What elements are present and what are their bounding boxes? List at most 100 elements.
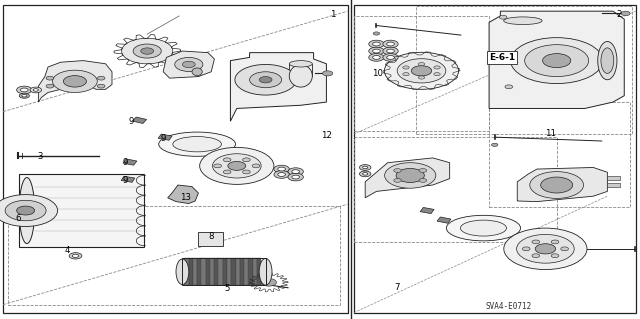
Circle shape	[492, 143, 498, 146]
Circle shape	[33, 89, 38, 91]
Circle shape	[499, 15, 507, 19]
Circle shape	[372, 49, 380, 53]
Circle shape	[387, 42, 394, 46]
Circle shape	[385, 52, 459, 89]
Circle shape	[46, 84, 54, 88]
Polygon shape	[420, 207, 434, 214]
Circle shape	[252, 164, 260, 168]
Polygon shape	[223, 258, 227, 285]
Circle shape	[0, 195, 58, 226]
Circle shape	[69, 253, 82, 259]
Ellipse shape	[446, 215, 520, 241]
Circle shape	[385, 163, 436, 188]
Circle shape	[200, 147, 274, 184]
Circle shape	[412, 66, 432, 76]
Bar	[8, 206, 340, 305]
Circle shape	[369, 54, 384, 61]
Circle shape	[387, 56, 394, 59]
Circle shape	[250, 72, 282, 88]
Text: 11: 11	[545, 130, 556, 138]
Circle shape	[223, 170, 231, 174]
Bar	[354, 137, 557, 242]
Polygon shape	[257, 258, 261, 285]
Circle shape	[292, 170, 300, 174]
Circle shape	[17, 206, 35, 215]
Circle shape	[360, 171, 371, 177]
Circle shape	[363, 166, 368, 169]
Circle shape	[259, 77, 272, 83]
Polygon shape	[244, 258, 248, 285]
Circle shape	[522, 247, 530, 251]
Circle shape	[504, 228, 587, 270]
Ellipse shape	[601, 48, 614, 73]
Circle shape	[72, 254, 79, 257]
Circle shape	[274, 165, 289, 173]
Circle shape	[278, 167, 285, 171]
Polygon shape	[38, 61, 112, 102]
Circle shape	[261, 278, 276, 286]
Bar	[182, 258, 266, 285]
Circle shape	[235, 64, 296, 95]
Text: 9: 9	[161, 134, 166, 143]
Text: 9: 9	[122, 158, 127, 167]
Circle shape	[419, 63, 425, 66]
Circle shape	[278, 173, 285, 176]
Circle shape	[373, 32, 380, 35]
Ellipse shape	[173, 137, 221, 152]
Text: 6: 6	[15, 214, 20, 223]
Bar	[354, 16, 489, 131]
Bar	[607, 176, 620, 180]
Circle shape	[551, 254, 559, 258]
Circle shape	[369, 40, 384, 48]
Ellipse shape	[192, 68, 202, 76]
Polygon shape	[240, 258, 244, 285]
Polygon shape	[218, 258, 223, 285]
Text: 12: 12	[321, 131, 332, 140]
Circle shape	[5, 200, 46, 221]
Text: 5: 5	[225, 284, 230, 293]
Polygon shape	[193, 258, 197, 285]
Polygon shape	[197, 258, 202, 285]
Circle shape	[505, 85, 513, 89]
Polygon shape	[253, 258, 257, 285]
Circle shape	[243, 170, 250, 174]
Circle shape	[383, 40, 398, 48]
Text: 13: 13	[180, 193, 191, 202]
Circle shape	[97, 84, 105, 88]
Circle shape	[369, 47, 384, 55]
Circle shape	[511, 38, 603, 84]
Bar	[3, 5, 348, 313]
Text: 8: 8	[209, 232, 214, 241]
Circle shape	[532, 240, 540, 244]
Circle shape	[323, 71, 333, 76]
Circle shape	[292, 175, 300, 179]
Polygon shape	[163, 51, 214, 78]
Ellipse shape	[159, 132, 236, 156]
Circle shape	[212, 154, 261, 178]
Circle shape	[387, 49, 394, 53]
Polygon shape	[489, 11, 624, 108]
Circle shape	[17, 86, 32, 94]
Circle shape	[403, 73, 409, 76]
Circle shape	[516, 234, 574, 263]
Ellipse shape	[460, 220, 506, 236]
Circle shape	[46, 76, 54, 80]
Circle shape	[363, 173, 368, 175]
Bar	[607, 183, 620, 187]
Circle shape	[551, 240, 559, 244]
Circle shape	[20, 88, 28, 92]
Ellipse shape	[19, 177, 35, 244]
Polygon shape	[517, 167, 607, 202]
Circle shape	[419, 168, 427, 172]
Polygon shape	[437, 217, 451, 223]
Circle shape	[383, 47, 398, 55]
Polygon shape	[168, 185, 198, 204]
Text: 4: 4	[65, 246, 70, 255]
Circle shape	[434, 73, 440, 76]
Text: E-6-1: E-6-1	[489, 53, 515, 62]
Circle shape	[360, 165, 371, 170]
Bar	[198, 232, 223, 246]
Circle shape	[394, 179, 401, 182]
Polygon shape	[202, 258, 206, 285]
Circle shape	[228, 161, 246, 170]
